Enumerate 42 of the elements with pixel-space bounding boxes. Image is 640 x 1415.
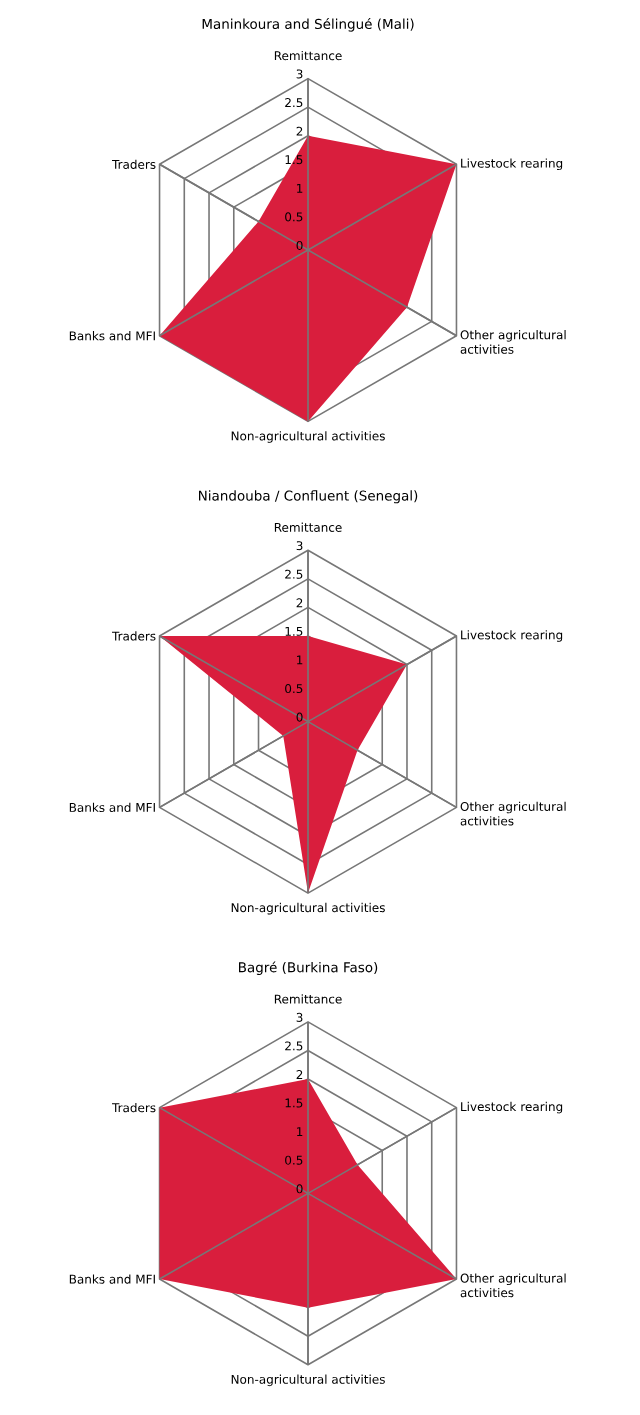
spoke-label: Other agricultural activities	[460, 801, 566, 826]
spoke-label: Livestock rearing	[461, 158, 563, 171]
spoke-label: Traders	[111, 631, 156, 641]
y-tick-label: 1.5	[285, 1098, 303, 1108]
y-tick-label: 1	[297, 183, 303, 193]
spoke-label: Non-agricultural activities	[231, 902, 385, 915]
spoke-label: Traders	[111, 159, 156, 169]
y-tick-label: 0	[296, 240, 303, 250]
y-tick-label: 2.5	[285, 569, 303, 579]
chart-title: Maninkoura and Sélingué (Mali)	[202, 18, 414, 32]
y-tick-label: 2	[296, 598, 303, 608]
y-tick-label: 1.5	[285, 155, 303, 165]
spoke-label: Non-agricultural activities	[231, 431, 385, 443]
y-tick-label: 2	[296, 1070, 303, 1079]
spoke-label: Livestock rearing	[461, 1101, 563, 1114]
y-tick-label: 0	[296, 1184, 303, 1194]
spoke-label: Banks and MFI	[69, 331, 155, 341]
y-tick-label: 3	[296, 69, 303, 79]
y-tick-label: 2.5	[285, 1041, 303, 1051]
y-tick-label: 0	[296, 712, 303, 722]
spoke-label: Remittance	[274, 994, 342, 1004]
y-tick-label: 2	[296, 126, 303, 136]
spoke-label: Remittance	[274, 50, 342, 61]
spoke-label: Livestock rearing	[461, 630, 563, 642]
y-tick-label: 1	[297, 1127, 303, 1137]
chart-title: Bagré (Burkina Faso)	[239, 961, 378, 976]
chart-title: Niandouba / Confluent (Senegal)	[199, 490, 418, 504]
y-tick-label: 0.5	[285, 684, 303, 694]
spoke-label: Other agricultural activities	[460, 1273, 566, 1298]
spoke-label: Banks and MFI	[69, 802, 155, 813]
spoke-label: Remittance	[274, 522, 342, 532]
spoke-label: Banks and MFI	[69, 1274, 155, 1284]
y-tick-label: 0.5	[285, 1155, 303, 1165]
spoke-label: Traders	[111, 1102, 156, 1113]
spoke-label: Non-agricultural activities	[231, 1374, 385, 1387]
y-tick-label: 1	[297, 655, 303, 665]
spoke-label: Other agricultural activities	[460, 330, 566, 354]
y-tick-label: 3	[296, 541, 303, 551]
y-tick-label: 2.5	[285, 98, 303, 108]
y-tick-label: 1.5	[285, 626, 303, 636]
y-tick-label: 3	[296, 1012, 303, 1022]
y-tick-label: 0.5	[285, 212, 303, 222]
